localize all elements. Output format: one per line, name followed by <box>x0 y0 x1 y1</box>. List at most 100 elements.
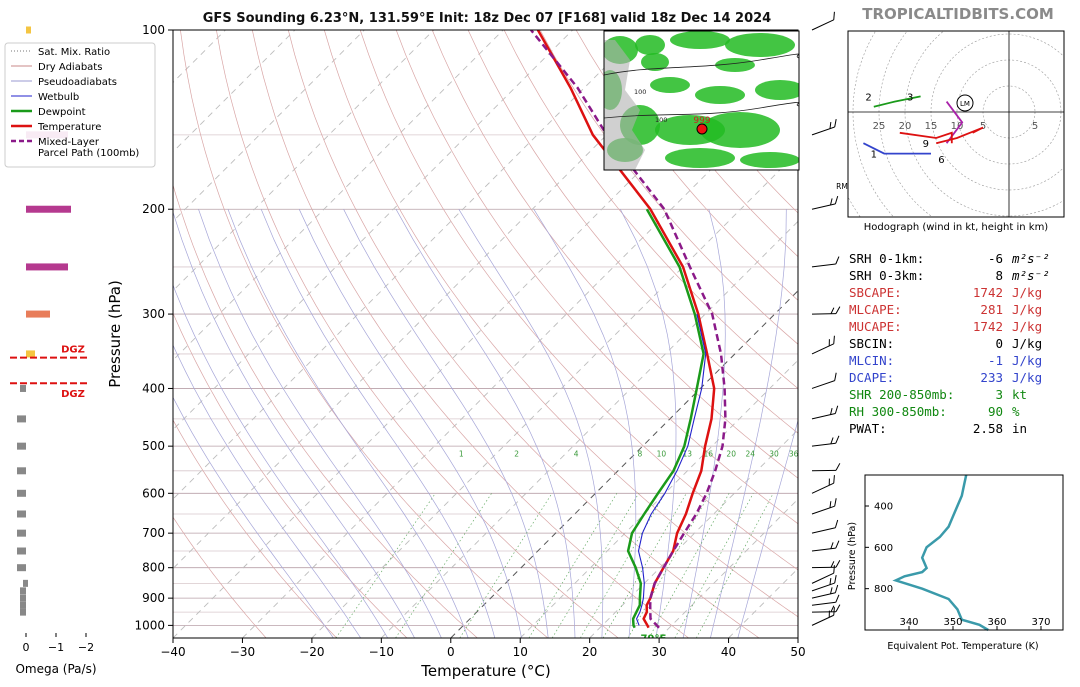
index-value: 2.58 <box>973 421 1003 436</box>
precip-area <box>755 80 799 100</box>
mixing-ratio-line <box>459 493 553 638</box>
barb-flag <box>834 195 839 204</box>
series-dewpoint-line <box>626 208 705 629</box>
theta-e-line <box>892 474 989 632</box>
mixing-ratio-label: 13 <box>683 449 693 458</box>
barb-shaft <box>811 263 836 268</box>
wind-barb <box>811 519 839 534</box>
index-unit: J/kg <box>1012 336 1042 351</box>
mixing-ratio-label: 2 <box>514 449 519 458</box>
mixing-ratio-line <box>674 493 754 638</box>
theta-e-x-axis-label: Equivalent Pot. Temperature (K) <box>887 641 1038 652</box>
skewt-y-axis-label: Pressure (hPa) <box>106 280 124 388</box>
isotherm-line <box>450 290 798 638</box>
index-unit: J/kg <box>1012 302 1042 317</box>
isotherm-line <box>658 498 798 638</box>
barb-flag <box>830 605 835 613</box>
pseudoadiabat-line <box>619 209 677 638</box>
theta-e-x-tick-label: 350 <box>943 617 962 628</box>
mixing-ratio-line <box>648 493 730 638</box>
wind-barb <box>811 306 841 315</box>
omega-bar <box>26 350 35 358</box>
hodograph-ring-label: 5 <box>980 121 986 132</box>
wind-barb <box>811 256 840 268</box>
y-tick-label: 300 <box>142 307 165 321</box>
omega-bar <box>17 547 26 555</box>
hodograph-ring-label: 25 <box>873 121 886 132</box>
legend-label: Sat. Mix. Ratio <box>38 47 110 58</box>
barb-shaft <box>811 380 835 389</box>
index-value: 233 <box>980 370 1003 385</box>
omega-bar <box>17 442 26 450</box>
legend-label: Temperature <box>37 122 101 133</box>
dry-adiabat-line <box>173 516 267 638</box>
pseudoadiabat-line <box>173 284 389 638</box>
omega-bar <box>20 594 26 602</box>
mixing-ratio-label: 36 <box>789 449 799 458</box>
y-tick-label: 200 <box>142 202 165 216</box>
index-label: MLCIN: <box>849 353 894 368</box>
mixing-ratio-label: 10 <box>657 449 667 458</box>
barb-shaft <box>811 547 836 552</box>
dry-adiabat-line <box>323 30 798 618</box>
omega-bar <box>26 310 50 318</box>
legend-label: Wetbulb <box>38 92 79 103</box>
index-value: 0 <box>995 336 1003 351</box>
hodograph-trace <box>899 131 953 144</box>
chart-title: GFS Sounding 6.23°N, 131.59°E Init: 18z … <box>203 11 771 26</box>
theta-e-x-tick-label: 340 <box>899 617 918 628</box>
contour-line <box>604 102 799 119</box>
isotherm-line <box>173 30 296 153</box>
theta-e-y-tick-label: 800 <box>874 584 893 595</box>
barb-shaft <box>811 343 834 355</box>
dry-adiabat-line <box>359 30 798 571</box>
pseudoadiabat-line <box>458 209 604 638</box>
skewt-profiles: 79°F <box>530 30 727 638</box>
legend-label: Dry Adiabats <box>38 62 102 73</box>
index-unit: kt <box>1012 387 1027 402</box>
barb-flag <box>830 407 833 415</box>
wind-barb <box>811 475 835 494</box>
omega-bar <box>26 205 71 213</box>
map-content: 100 100 999 <box>604 31 799 170</box>
barb-flag <box>834 372 837 381</box>
precip-area <box>715 58 755 72</box>
omega-bar <box>17 489 26 497</box>
legend: Sat. Mix. Ratio Dry Adiabats Pseudoadiabat… <box>4 42 156 168</box>
dry-adiabat-line <box>431 30 798 479</box>
barb-flag <box>830 307 835 314</box>
x-tick-label: −20 <box>299 645 324 659</box>
precip-area <box>665 148 735 168</box>
barb-shaft <box>811 19 834 31</box>
mixing-ratio-label: 4 <box>574 449 579 458</box>
index-value: -6 <box>988 251 1003 266</box>
x-tick-label: 10 <box>513 645 528 659</box>
isotherm-line <box>519 359 798 638</box>
y-tick-label: 900 <box>142 591 165 605</box>
theta-e-x-tick-label: 360 <box>987 617 1006 628</box>
barb-flag <box>828 478 830 486</box>
series-mixed-layer-parcel-path-mb--line <box>530 30 727 629</box>
index-unit: J/kg <box>1012 370 1042 385</box>
index-label: SRH 0-3km: <box>849 268 924 283</box>
precip-area <box>655 115 725 145</box>
dgz-label: DGZ <box>61 389 85 400</box>
barb-flag <box>834 575 837 584</box>
index-unit: J/kg <box>1012 353 1042 368</box>
y-tick-label: 1000 <box>134 618 165 632</box>
pseudoadiabat-line <box>395 209 576 638</box>
precip-area <box>670 31 730 49</box>
dry-adiabat-line <box>173 312 408 638</box>
hodograph-height-label: 9 <box>923 139 929 150</box>
index-label: MUCAPE: <box>849 319 902 334</box>
omega-bar <box>20 587 26 595</box>
mixing-ratio-label: 1 <box>459 449 464 458</box>
barb-flag <box>834 519 839 528</box>
x-tick-label: 30 <box>651 645 666 659</box>
mixing-ratio-line <box>551 493 639 638</box>
dgz-label: DGZ <box>61 345 85 356</box>
hodograph-trace <box>862 142 931 155</box>
skewt-x-axis-label: Temperature (°C) <box>420 662 550 680</box>
index-label: PWAT: <box>849 421 887 436</box>
